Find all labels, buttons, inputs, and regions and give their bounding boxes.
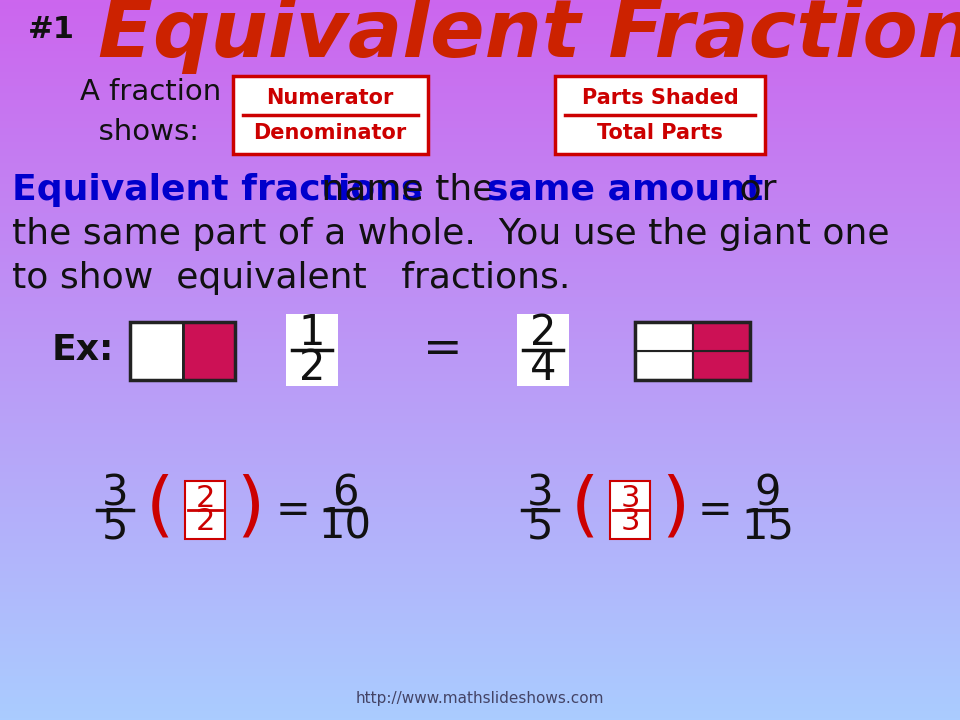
Text: 15: 15 xyxy=(741,505,795,547)
Text: 3: 3 xyxy=(620,507,639,536)
Text: 5: 5 xyxy=(527,505,553,547)
Text: 6: 6 xyxy=(332,472,358,515)
Text: (: ( xyxy=(571,474,599,542)
Bar xyxy=(555,76,765,154)
Text: Denominator: Denominator xyxy=(253,123,407,143)
Bar xyxy=(185,482,225,539)
Text: or: or xyxy=(728,173,777,207)
Text: ): ) xyxy=(660,474,689,542)
Text: 4: 4 xyxy=(530,347,556,389)
Bar xyxy=(635,322,692,351)
Text: Equivalent Fractions: Equivalent Fractions xyxy=(98,0,960,74)
Text: 2: 2 xyxy=(299,347,325,389)
Text: name the: name the xyxy=(310,173,506,207)
Text: Numerator: Numerator xyxy=(266,88,394,108)
Bar xyxy=(130,322,235,380)
Text: Total Parts: Total Parts xyxy=(597,123,723,143)
Text: same amount: same amount xyxy=(487,173,763,207)
Bar xyxy=(182,322,235,380)
Text: 3: 3 xyxy=(620,484,639,513)
Text: 2: 2 xyxy=(530,312,556,354)
Text: 10: 10 xyxy=(319,505,372,547)
Text: #1: #1 xyxy=(28,16,75,45)
Text: 3: 3 xyxy=(527,472,553,515)
Text: Equivalent fractions: Equivalent fractions xyxy=(12,173,422,207)
Text: 3: 3 xyxy=(102,472,129,515)
Bar xyxy=(692,322,750,351)
Bar xyxy=(635,351,692,380)
Bar xyxy=(692,351,750,380)
Text: =: = xyxy=(423,328,463,372)
Bar xyxy=(232,76,427,154)
Bar xyxy=(130,322,182,380)
Text: 1: 1 xyxy=(299,312,325,354)
Text: 9: 9 xyxy=(755,472,781,515)
Text: to show  equivalent   fractions.: to show equivalent fractions. xyxy=(12,261,570,295)
Text: http://www.mathslideshows.com: http://www.mathslideshows.com xyxy=(356,690,604,706)
Text: Ex:: Ex: xyxy=(52,333,114,367)
Bar xyxy=(286,314,338,386)
Text: =: = xyxy=(276,489,310,531)
Text: Parts Shaded: Parts Shaded xyxy=(582,88,738,108)
Text: the same part of a whole.  You use the giant one: the same part of a whole. You use the gi… xyxy=(12,217,890,251)
Text: 5: 5 xyxy=(102,505,129,547)
Bar xyxy=(611,482,650,539)
Text: (: ( xyxy=(146,474,174,542)
Text: A fraction
  shows:: A fraction shows: xyxy=(80,78,221,145)
Bar xyxy=(635,322,750,380)
Text: =: = xyxy=(698,489,732,531)
Text: 2: 2 xyxy=(195,507,215,536)
Text: ): ) xyxy=(236,474,264,542)
Text: 2: 2 xyxy=(195,484,215,513)
Bar xyxy=(517,314,569,386)
